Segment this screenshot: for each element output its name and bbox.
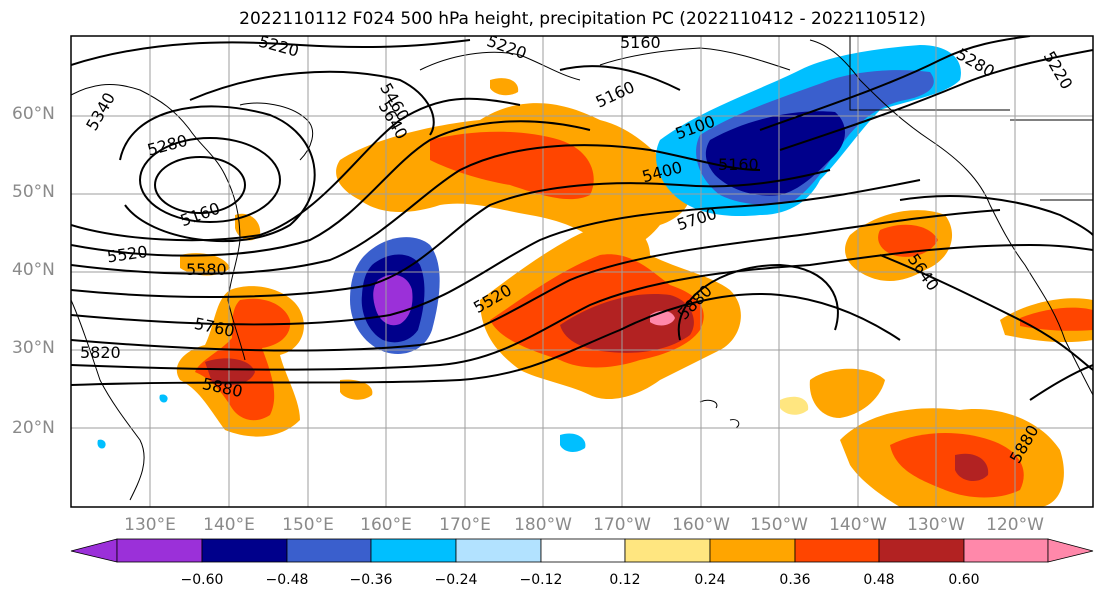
- colorbar-tick-label: 0.12: [609, 572, 641, 588]
- colorbar-segment: [201, 538, 288, 563]
- colorbar-tick-label: 0.24: [694, 572, 726, 588]
- plot-frame: [70, 35, 1094, 508]
- colorbar-extend-high: [1047, 538, 1094, 563]
- colorbar-tick-label: 0.36: [779, 572, 811, 588]
- colorbar-segment: [878, 538, 965, 563]
- graticule: [71, 36, 1093, 507]
- lat-label: 50°N: [12, 182, 55, 202]
- contour-label: 5160: [718, 155, 759, 174]
- lon-label: 130°W: [907, 515, 965, 535]
- lon-label: 120°W: [986, 515, 1044, 535]
- lon-label: 140°W: [829, 515, 887, 535]
- colorbar-tick-label: 0.48: [863, 572, 895, 588]
- lon-label: 170°E: [439, 515, 491, 535]
- colorbar-segment: [624, 538, 711, 563]
- contour-label: 5160: [620, 33, 661, 52]
- colorbar: [70, 538, 1094, 563]
- colorbar-tick-label: −0.60: [180, 572, 224, 588]
- lon-label: 170°W: [593, 515, 651, 535]
- lat-label: 20°N: [12, 418, 55, 438]
- lon-label: 140°E: [203, 515, 255, 535]
- colorbar-segment: [370, 538, 457, 563]
- map-title: 2022110112 F024 500 hPa height, precipit…: [239, 9, 926, 29]
- colorbar-tick-label: 0.60: [948, 572, 980, 588]
- lon-label: 150°W: [750, 515, 808, 535]
- colorbar-segment: [455, 538, 542, 563]
- colorbar-tick-label: −0.48: [265, 572, 309, 588]
- lon-label: 160°W: [672, 515, 730, 535]
- height-contours: [71, 36, 1093, 401]
- colorbar-segment: [540, 538, 626, 563]
- lat-label: 60°N: [12, 104, 55, 124]
- contour-label: 5820: [80, 343, 121, 362]
- colorbar-tick-label: −0.36: [349, 572, 393, 588]
- colorbar-segment: [116, 538, 203, 563]
- colorbar-tick-label: −0.24: [434, 572, 478, 588]
- lon-label: 160°E: [360, 515, 412, 535]
- lon-label: 150°E: [282, 515, 334, 535]
- lon-label: 130°E: [124, 515, 176, 535]
- lon-label: 180°W: [514, 515, 572, 535]
- contour-label: 5580: [186, 260, 227, 279]
- lat-label: 40°N: [12, 260, 55, 280]
- negative-anomaly-shading: [97, 45, 961, 452]
- lat-label: 30°N: [12, 338, 55, 358]
- colorbar-segment: [794, 538, 880, 563]
- colorbar-segment: [286, 538, 372, 563]
- colorbar-segment: [709, 538, 796, 563]
- colorbar-tick-label: −0.12: [519, 572, 563, 588]
- coastlines: [71, 36, 1093, 501]
- colorbar-extend-low: [70, 538, 118, 563]
- positive-anomaly-shading: [176, 78, 1093, 507]
- colorbar-segment: [963, 538, 1049, 563]
